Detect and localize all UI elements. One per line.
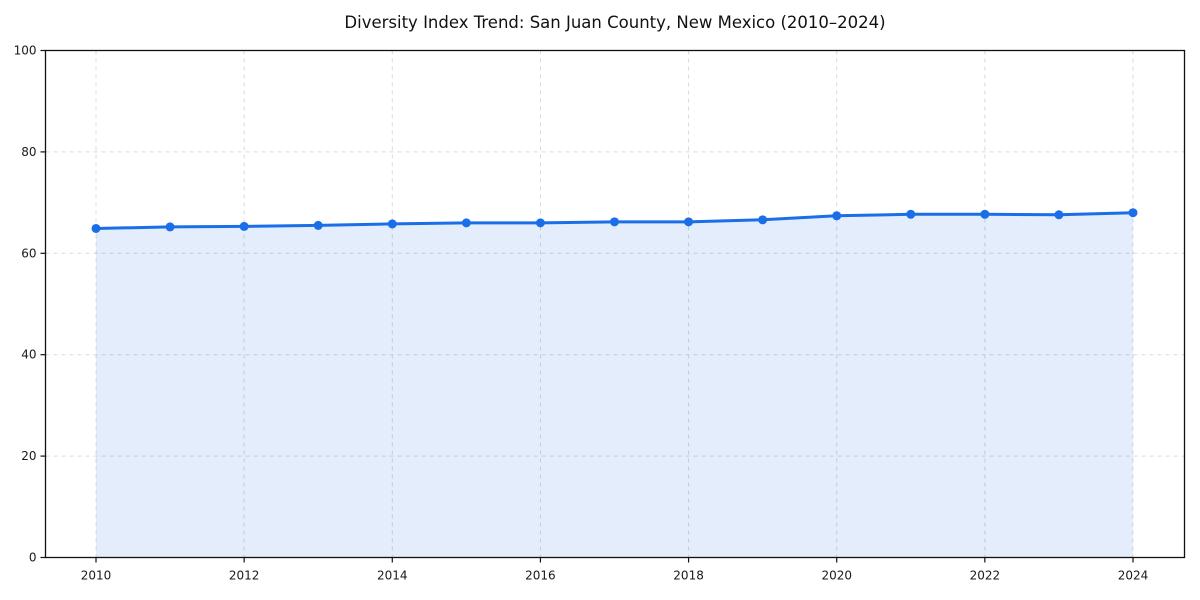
data-point-2021	[906, 209, 916, 219]
data-point-2013	[313, 220, 323, 230]
data-point-2015	[461, 218, 471, 228]
plot-frame	[44, 49, 1186, 559]
x-tick-label: 2012	[229, 569, 260, 583]
chart-title: Diversity Index Trend: San Juan County, …	[344, 13, 886, 32]
y-tick-label: 20	[21, 449, 36, 463]
data-point-2020	[832, 211, 842, 221]
x-tick-label: 2010	[81, 569, 112, 583]
data-point-2022	[980, 209, 990, 219]
x-tick-label: 2022	[970, 569, 1001, 583]
x-tick-label: 2024	[1118, 569, 1149, 583]
y-tick-label: 80	[21, 145, 36, 159]
data-point-2011	[165, 222, 175, 232]
data-point-2024	[1128, 208, 1138, 218]
x-tick-label: 2018	[673, 569, 704, 583]
series-area-fill	[96, 212, 1133, 558]
data-point-2016	[535, 218, 545, 228]
y-tick-label: 0	[29, 551, 37, 565]
x-tick-label: 2014	[377, 569, 408, 583]
y-tick-label: 60	[21, 246, 36, 260]
data-point-2014	[387, 219, 397, 229]
data-point-2023	[1054, 210, 1064, 220]
data-point-2010	[91, 223, 101, 233]
data-point-2012	[239, 221, 249, 231]
data-point-2018	[684, 217, 694, 227]
y-tick-label: 100	[14, 44, 37, 58]
x-tick-label: 2020	[821, 569, 852, 583]
data-point-2017	[610, 217, 619, 227]
y-tick-label: 40	[21, 348, 36, 362]
data-point-2019	[758, 215, 768, 225]
x-tick-label: 2016	[525, 569, 556, 583]
